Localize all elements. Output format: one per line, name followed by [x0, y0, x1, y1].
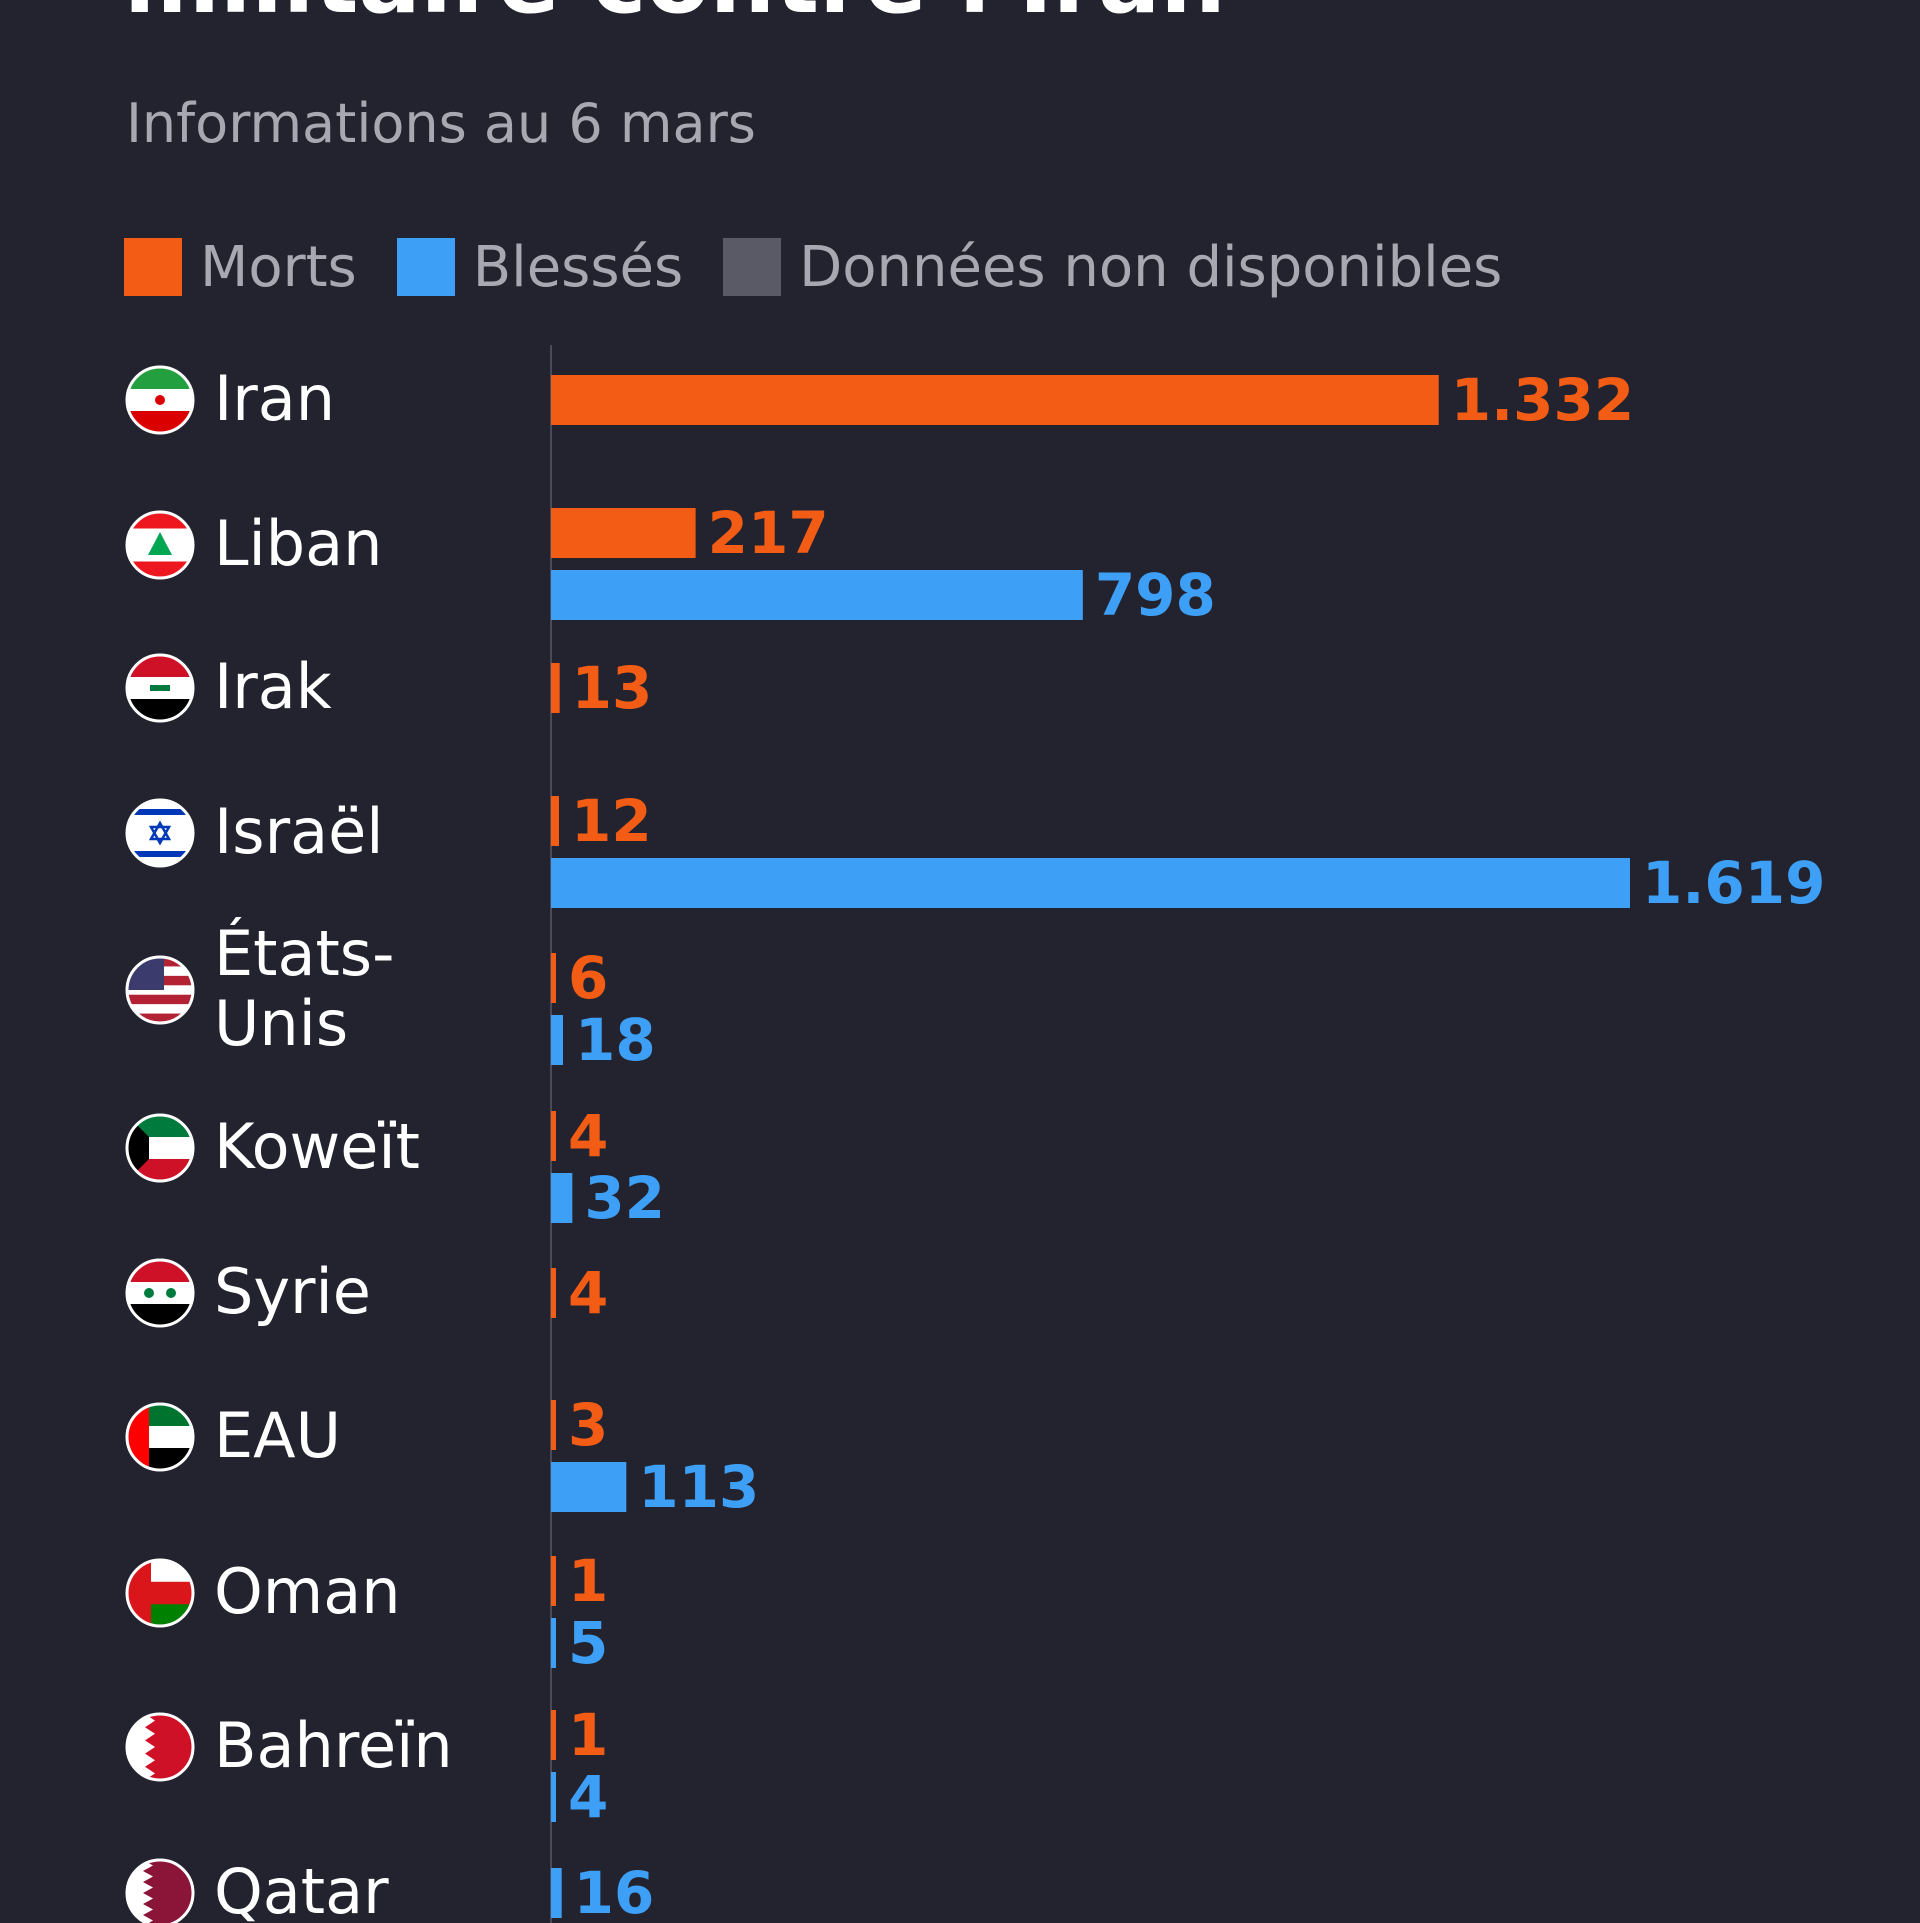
value-label-injured-2: 798: [1095, 561, 1216, 629]
legend-swatch-unavailable: [723, 238, 782, 296]
flag-ring: [125, 1712, 195, 1782]
row-1: Iran: [125, 362, 335, 435]
country-label: États-Unis: [214, 917, 394, 1060]
country-label: Syrie: [214, 1255, 371, 1328]
row-7: Syrie: [125, 1255, 371, 1328]
value-label-killed-2: 217: [708, 499, 829, 567]
flag-ring: [125, 510, 195, 580]
country-label: Koweït: [214, 1110, 420, 1183]
bar-killed-9: [551, 1556, 556, 1606]
bahrain-flag-icon: [127, 1714, 193, 1780]
value-label-injured-9: 5: [568, 1609, 608, 1677]
israel-flag-icon: [127, 800, 193, 866]
value-label-injured-4: 1.619: [1642, 849, 1825, 917]
flag-ring: [125, 955, 195, 1025]
value-label-injured-5: 18: [575, 1006, 656, 1074]
legend-swatch-injured: [396, 238, 455, 296]
value-label-killed-4: 12: [571, 787, 652, 855]
value-label-killed-6: 4: [568, 1102, 608, 1170]
bar-injured-8: [551, 1462, 627, 1512]
country-label: Qatar: [214, 1855, 389, 1923]
value-label-killed-7: 4: [568, 1259, 608, 1327]
value-label-injured-6: 32: [584, 1164, 665, 1232]
bar-killed-4: [551, 796, 559, 846]
value-label-killed-10: 1: [568, 1701, 608, 1769]
bar-killed-3: [551, 663, 560, 713]
row-9: Oman: [125, 1555, 400, 1628]
value-label-killed-8: 3: [568, 1391, 608, 1459]
bar-killed-10: [551, 1710, 556, 1760]
value-label-injured-11: 16: [574, 1859, 655, 1923]
row-8: EAU: [125, 1399, 341, 1472]
legend-item-unavailable: Données non disponibles: [723, 235, 1502, 300]
usa-flag-icon: [127, 957, 193, 1023]
legend-label-killed: Morts: [200, 234, 357, 300]
legend: Morts Blessés Données non disponibles: [124, 232, 1502, 302]
legend-swatch-killed: [124, 238, 182, 296]
flag-ring: [125, 1558, 195, 1628]
row-10: Bahreïn: [125, 1709, 453, 1782]
bar-injured-10: [551, 1772, 556, 1822]
chart-subtitle: Informations au 6 mars: [126, 92, 756, 155]
legend-item-injured: Blessés: [396, 234, 684, 300]
country-label: Liban: [214, 507, 382, 580]
bar-killed-2: [551, 508, 696, 558]
flag-ring: [125, 365, 195, 435]
value-label-injured-8: 113: [638, 1453, 759, 1521]
flag-ring: [125, 1858, 195, 1923]
country-label: Bahreïn: [214, 1709, 453, 1782]
chart-title: militaire contre l'Iran: [124, 0, 1226, 34]
value-label-injured-10: 4: [568, 1763, 608, 1831]
flag-ring: [125, 1402, 195, 1472]
flag-ring: [125, 798, 195, 868]
row-2: Liban: [125, 507, 382, 580]
country-label: Irak: [214, 650, 332, 723]
value-label-killed-9: 1: [568, 1547, 608, 1615]
country-label: Oman: [214, 1555, 400, 1628]
row-3: Irak: [125, 650, 332, 723]
bar-injured-4: [551, 858, 1630, 908]
bar-injured-2: [551, 570, 1083, 620]
legend-label-unavailable: Données non disponibles: [799, 234, 1503, 300]
qatar-flag-icon: [127, 1860, 193, 1923]
value-label-killed-5: 6: [568, 944, 608, 1012]
bar-injured-11: [551, 1868, 562, 1918]
row-11: Qatar: [125, 1855, 389, 1923]
bar-injured-9: [551, 1618, 556, 1668]
bar-killed-8: [551, 1400, 556, 1450]
row-5: États-Unis: [125, 917, 394, 1060]
legend-item-killed: Morts: [124, 235, 357, 300]
country-label: Iran: [214, 362, 335, 435]
flag-ring: [125, 653, 195, 723]
row-6: Koweït: [125, 1110, 420, 1183]
legend-label-injured: Blessés: [472, 234, 684, 300]
value-label-killed-3: 13: [572, 654, 653, 722]
value-label-killed-1: 1.332: [1451, 366, 1634, 434]
bar-injured-5: [551, 1015, 563, 1065]
bar-killed-5: [551, 953, 556, 1003]
bar-injured-6: [551, 1173, 573, 1223]
bar-killed-7: [551, 1268, 556, 1318]
flag-ring: [125, 1258, 195, 1328]
row-4: Israël: [125, 795, 383, 868]
country-label: Israël: [214, 795, 383, 868]
bar-killed-1: [551, 375, 1439, 425]
country-label: EAU: [214, 1399, 341, 1472]
flag-ring: [125, 1113, 195, 1183]
bar-killed-6: [551, 1111, 556, 1161]
oman-flag-icon: [127, 1560, 193, 1626]
